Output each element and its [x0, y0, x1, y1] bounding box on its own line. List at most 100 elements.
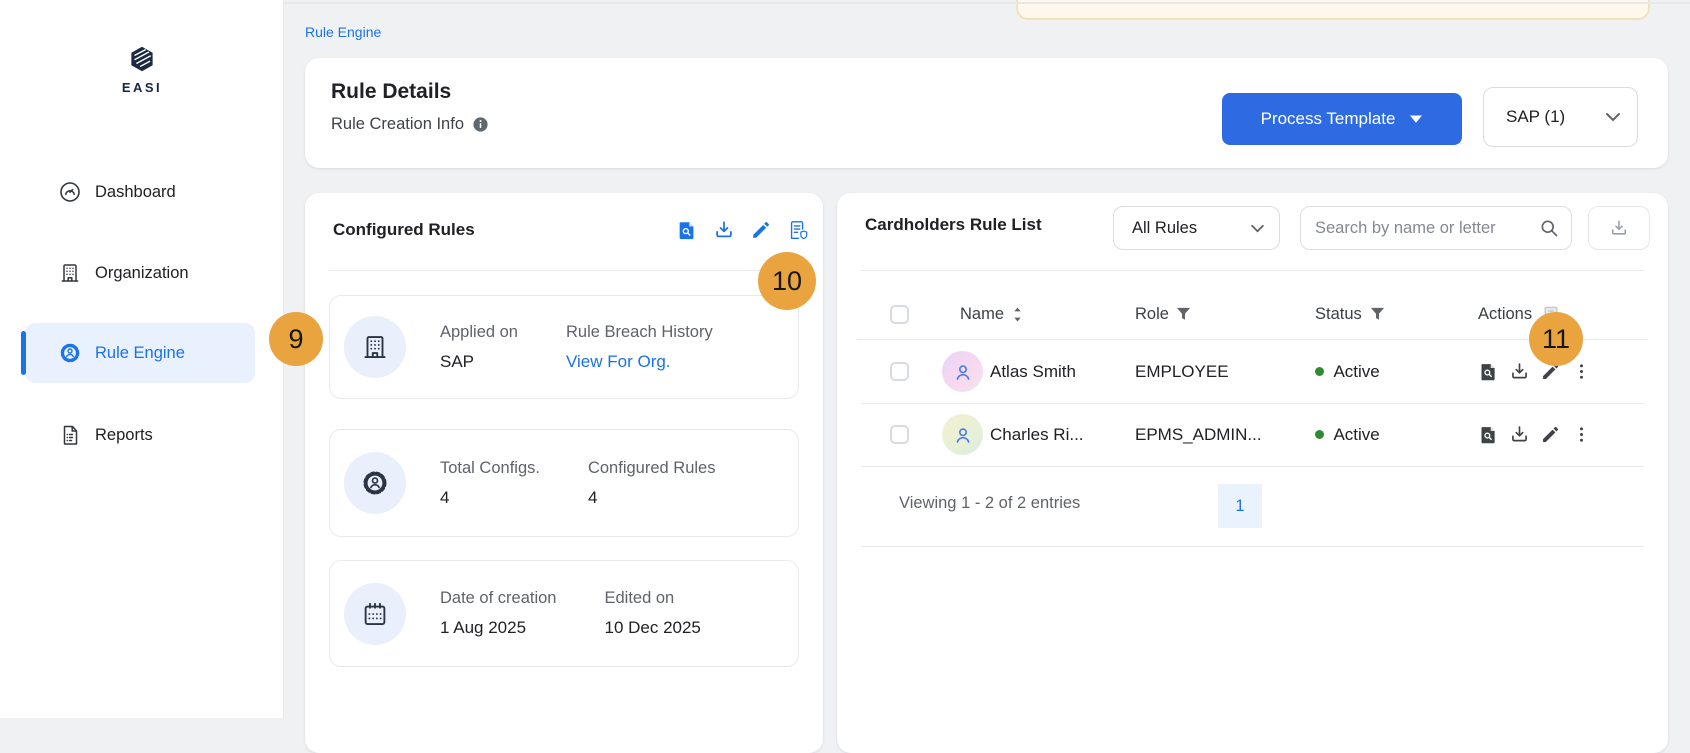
breadcrumb[interactable]: Rule Engine: [305, 24, 382, 40]
field-value: 10 Dec 2025: [604, 618, 701, 637]
easi-logo-icon: [131, 46, 153, 72]
sidebar-item-rule-engine[interactable]: Rule Engine: [25, 323, 255, 383]
table-divider: [861, 403, 1644, 404]
table-divider: [861, 466, 1644, 467]
cardholders-rule-list-panel: Cardholders Rule List All Rules Name Rol…: [837, 193, 1668, 753]
table-row[interactable]: Atlas Smith EMPLOYEE Active: [857, 340, 1648, 403]
sort-icon[interactable]: [1011, 307, 1024, 322]
field-label: Total Configs.: [440, 458, 540, 477]
rules-filter-dropdown[interactable]: All Rules: [1113, 206, 1280, 250]
calendar-icon: [344, 582, 406, 645]
sidebar-item-label: Dashboard: [95, 182, 176, 201]
pagination-row: Viewing 1 - 2 of 2 entries 1: [857, 466, 1648, 546]
row-checkbox[interactable]: [890, 362, 909, 381]
kebab-menu-icon[interactable]: [1571, 424, 1592, 445]
edit-icon[interactable]: [1540, 361, 1561, 382]
cardholder-role: EMPLOYEE: [1135, 361, 1229, 381]
sidebar-item-dashboard[interactable]: Dashboard: [25, 162, 255, 222]
sidebar-item-label: Reports: [95, 425, 153, 444]
process-template-button[interactable]: Process Template: [1222, 93, 1462, 145]
download-icon: [1611, 220, 1627, 235]
edit-icon[interactable]: [750, 219, 772, 241]
rules-filter-value: All Rules: [1132, 218, 1198, 237]
configured-rules-panel: Configured Rules: [305, 193, 823, 753]
download-icon[interactable]: [1509, 361, 1530, 382]
annotation-badge-10: 10: [758, 252, 816, 310]
preview-document-icon[interactable]: [676, 219, 698, 241]
download-icon[interactable]: [713, 219, 735, 241]
process-template-label: Process Template: [1260, 109, 1396, 128]
chevron-down-icon: [1251, 224, 1264, 232]
cardholder-name: Atlas Smith: [990, 361, 1076, 381]
configured-rules-title: Configured Rules: [333, 220, 475, 239]
field-label: Rule Breach History: [565, 322, 713, 341]
dates-card: Date of creation 1 Aug 2025 Edited on 10…: [329, 560, 799, 667]
select-all-checkbox[interactable]: [890, 304, 909, 324]
search-input[interactable]: [1315, 218, 1539, 238]
sidebar-item-organization[interactable]: Organization: [25, 243, 255, 303]
building-icon: [61, 264, 79, 282]
field-label: Configured Rules: [587, 458, 716, 477]
field-label: Applied on: [440, 322, 518, 341]
chevron-down-icon: [1606, 113, 1620, 122]
preview-document-icon[interactable]: [1478, 361, 1499, 382]
table-header: Name Role Status Actions: [857, 289, 1648, 339]
column-header-role[interactable]: Role: [1135, 304, 1169, 323]
page-title: Rule Details: [331, 80, 452, 103]
gear-person-icon: [344, 452, 406, 514]
person-icon: [956, 427, 969, 443]
sidebar-item-reports[interactable]: Reports: [25, 405, 255, 465]
avatar: [942, 414, 983, 455]
export-download-button[interactable]: [1588, 206, 1650, 250]
total-configs-card: Total Configs. 4 Configured Rules 4: [329, 429, 799, 537]
field-label: Date of creation: [440, 589, 557, 607]
pagination-summary: Viewing 1 - 2 of 2 entries: [899, 494, 1081, 512]
field-value: SAP: [440, 351, 475, 371]
table-divider: [857, 339, 1648, 340]
cardholder-role: EPMS_ADMIN...: [1135, 424, 1262, 444]
field-label: Edited on: [604, 589, 675, 607]
download-icon[interactable]: [1509, 424, 1530, 445]
view-for-org-link[interactable]: View For Org.: [565, 351, 671, 371]
avatar: [942, 351, 983, 392]
app-logo-text: EASI: [121, 80, 163, 95]
rule-engine-gear-icon: [60, 343, 80, 363]
page-number-button[interactable]: 1: [1218, 484, 1262, 528]
cardholder-name: Charles Ri...: [990, 424, 1084, 444]
table-row[interactable]: Charles Ri... EPMS_ADMIN... Active: [857, 403, 1648, 466]
person-icon: [956, 364, 969, 380]
column-header-status[interactable]: Status: [1315, 304, 1362, 323]
report-document-icon: [63, 425, 78, 445]
table-divider: [861, 546, 1644, 547]
field-value: 4: [587, 487, 598, 507]
rule-details-header-card: Rule Details Rule Creation Info Process …: [305, 58, 1668, 168]
column-header-actions: Actions: [1478, 304, 1533, 323]
dashboard-icon: [60, 182, 80, 202]
annotation-badge-9: 9: [269, 312, 323, 366]
main-content: Rule Engine Rule Details Rule Creation I…: [285, 0, 1690, 753]
preview-document-icon[interactable]: [1478, 424, 1499, 445]
system-selector-dropdown[interactable]: SAP (1): [1483, 87, 1638, 147]
row-checkbox[interactable]: [890, 425, 909, 444]
status-dot: [1315, 367, 1324, 376]
search-box: [1300, 206, 1572, 250]
filter-icon[interactable]: [1176, 307, 1191, 321]
column-header-name[interactable]: Name: [960, 304, 1005, 323]
cardholders-title: Cardholders Rule List: [865, 215, 1042, 234]
filter-icon[interactable]: [1370, 307, 1385, 321]
info-icon[interactable]: [472, 116, 489, 133]
rule-policy-icon[interactable]: [787, 219, 809, 241]
kebab-menu-icon[interactable]: [1571, 361, 1592, 382]
caret-down-icon: [1410, 115, 1423, 123]
field-value: 4: [440, 487, 450, 507]
panel-divider: [861, 270, 1644, 271]
edit-icon[interactable]: [1540, 424, 1561, 445]
app-logo: EASI: [104, 44, 180, 95]
status-dot: [1315, 430, 1324, 439]
annotation-badge-11: 11: [1529, 312, 1583, 366]
search-icon[interactable]: [1539, 218, 1559, 238]
field-value: 1 Aug 2025: [440, 618, 527, 637]
sidebar-item-label: Rule Engine: [95, 343, 185, 362]
status-label: Active: [1333, 361, 1380, 381]
panel-divider: [329, 270, 799, 271]
